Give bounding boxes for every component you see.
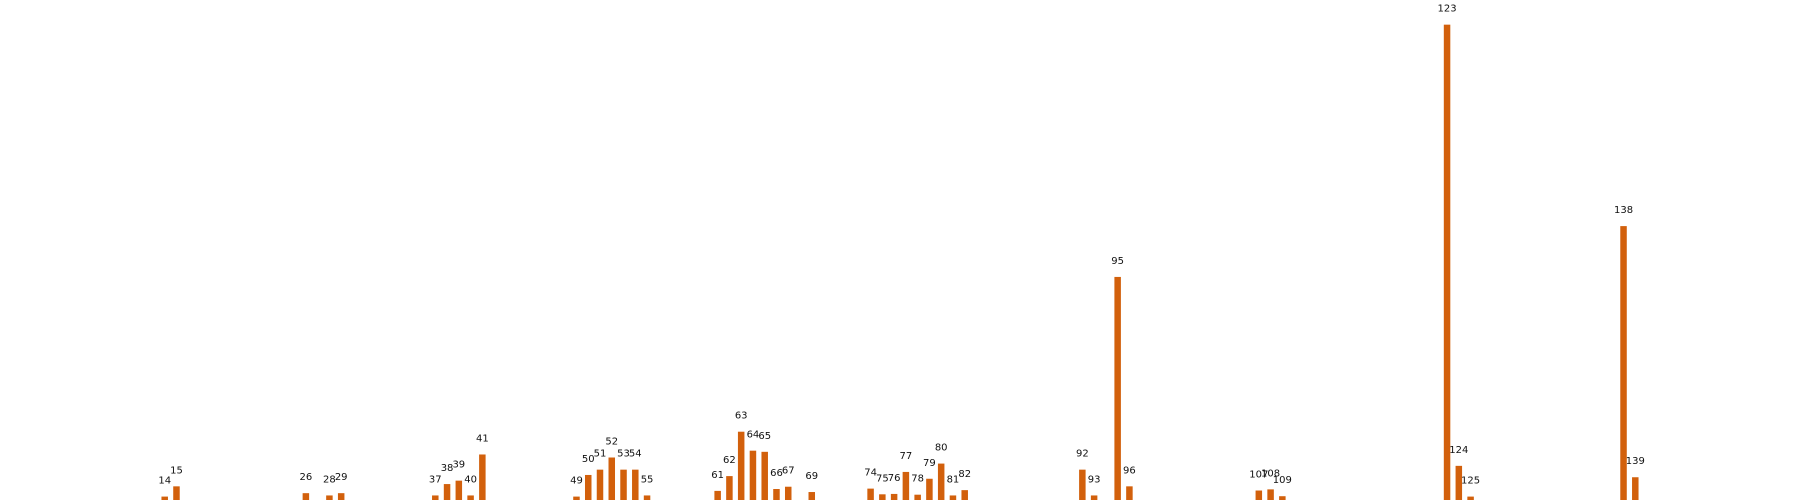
bar-54 bbox=[632, 469, 639, 500]
data-label-61: 61 bbox=[711, 470, 724, 481]
data-label-49: 49 bbox=[570, 476, 583, 487]
data-label-37: 37 bbox=[429, 474, 442, 485]
data-label-26: 26 bbox=[300, 472, 313, 483]
bar-78 bbox=[914, 494, 921, 500]
data-label-39: 39 bbox=[452, 460, 465, 471]
bar-28 bbox=[326, 495, 333, 500]
bar-67 bbox=[784, 486, 792, 500]
data-label-77: 77 bbox=[900, 451, 913, 462]
bar-96 bbox=[1126, 486, 1133, 500]
data-label-92: 92 bbox=[1076, 449, 1089, 460]
bar-65 bbox=[761, 451, 768, 500]
data-label-125: 125 bbox=[1461, 476, 1480, 487]
bar-76 bbox=[890, 493, 898, 500]
bar-40 bbox=[467, 495, 474, 500]
data-label-53: 53 bbox=[617, 449, 630, 460]
bar-109 bbox=[1279, 496, 1286, 500]
bar-52 bbox=[608, 457, 616, 500]
data-label-107: 107 bbox=[1249, 470, 1268, 481]
bar-138 bbox=[1620, 226, 1627, 500]
data-label-65: 65 bbox=[758, 431, 771, 442]
bar-14 bbox=[161, 496, 168, 500]
data-label-28: 28 bbox=[323, 474, 336, 485]
data-label-108: 108 bbox=[1261, 468, 1280, 479]
bar-124 bbox=[1455, 465, 1463, 500]
data-label-138: 138 bbox=[1614, 205, 1633, 216]
bar-108 bbox=[1267, 489, 1274, 500]
bar-55 bbox=[643, 495, 651, 500]
data-label-55: 55 bbox=[641, 474, 654, 485]
data-label-63: 63 bbox=[735, 411, 748, 422]
data-label-40: 40 bbox=[464, 474, 477, 485]
data-label-80: 80 bbox=[935, 443, 948, 454]
data-label-38: 38 bbox=[441, 463, 454, 474]
data-label-64: 64 bbox=[747, 430, 760, 441]
bar-62 bbox=[726, 476, 733, 500]
bar-29 bbox=[337, 493, 345, 500]
bar-95 bbox=[1114, 276, 1121, 500]
data-label-50: 50 bbox=[582, 454, 595, 465]
bar-50 bbox=[584, 474, 592, 500]
bar-41 bbox=[479, 454, 486, 500]
bar-107 bbox=[1255, 490, 1263, 500]
data-label-124: 124 bbox=[1449, 445, 1468, 456]
data-label-123: 123 bbox=[1438, 4, 1457, 15]
data-label-62: 62 bbox=[723, 455, 736, 466]
data-label-96: 96 bbox=[1123, 465, 1136, 476]
data-label-76: 76 bbox=[888, 473, 901, 484]
data-label-82: 82 bbox=[958, 469, 971, 480]
data-label-15: 15 bbox=[170, 465, 183, 476]
bar-53 bbox=[620, 469, 627, 500]
data-label-66: 66 bbox=[770, 468, 783, 479]
bar-77 bbox=[902, 471, 910, 500]
data-label-52: 52 bbox=[605, 437, 618, 448]
bar-26 bbox=[302, 493, 310, 500]
bars-layer bbox=[161, 24, 1639, 500]
bar-37 bbox=[432, 495, 439, 500]
data-label-93: 93 bbox=[1088, 474, 1101, 485]
data-label-51: 51 bbox=[594, 449, 607, 460]
data-label-74: 74 bbox=[864, 468, 877, 479]
bar-66 bbox=[773, 489, 780, 500]
bar-38 bbox=[443, 484, 451, 500]
bar-63 bbox=[737, 431, 745, 500]
bar-93 bbox=[1090, 495, 1098, 500]
bar-125 bbox=[1467, 496, 1474, 500]
bar-82 bbox=[961, 490, 968, 500]
data-label-67: 67 bbox=[782, 466, 795, 477]
data-label-29: 29 bbox=[335, 472, 348, 483]
bar-49 bbox=[573, 496, 580, 500]
data-label-78: 78 bbox=[911, 474, 924, 485]
bar-80 bbox=[937, 463, 945, 500]
bar-69 bbox=[808, 492, 816, 500]
bar-74 bbox=[867, 488, 874, 500]
data-label-54: 54 bbox=[629, 449, 642, 460]
bar-92 bbox=[1079, 469, 1086, 500]
bar-139 bbox=[1632, 477, 1639, 500]
bar-39 bbox=[455, 480, 463, 500]
bar-79 bbox=[926, 478, 933, 500]
data-label-69: 69 bbox=[805, 471, 818, 482]
bar-81 bbox=[949, 495, 957, 500]
data-label-95: 95 bbox=[1111, 256, 1124, 267]
bar-123 bbox=[1443, 24, 1451, 500]
bar-15 bbox=[173, 486, 180, 500]
data-label-14: 14 bbox=[158, 476, 171, 487]
bar-51 bbox=[596, 469, 604, 500]
data-label-79: 79 bbox=[923, 458, 936, 469]
data-label-75: 75 bbox=[876, 473, 889, 484]
data-label-139: 139 bbox=[1626, 456, 1645, 467]
bar-64 bbox=[749, 450, 757, 500]
bar-75 bbox=[879, 494, 886, 500]
bar-61 bbox=[714, 490, 721, 500]
data-label-81: 81 bbox=[947, 474, 960, 485]
data-label-109: 109 bbox=[1273, 475, 1292, 486]
data-label-41: 41 bbox=[476, 433, 489, 444]
